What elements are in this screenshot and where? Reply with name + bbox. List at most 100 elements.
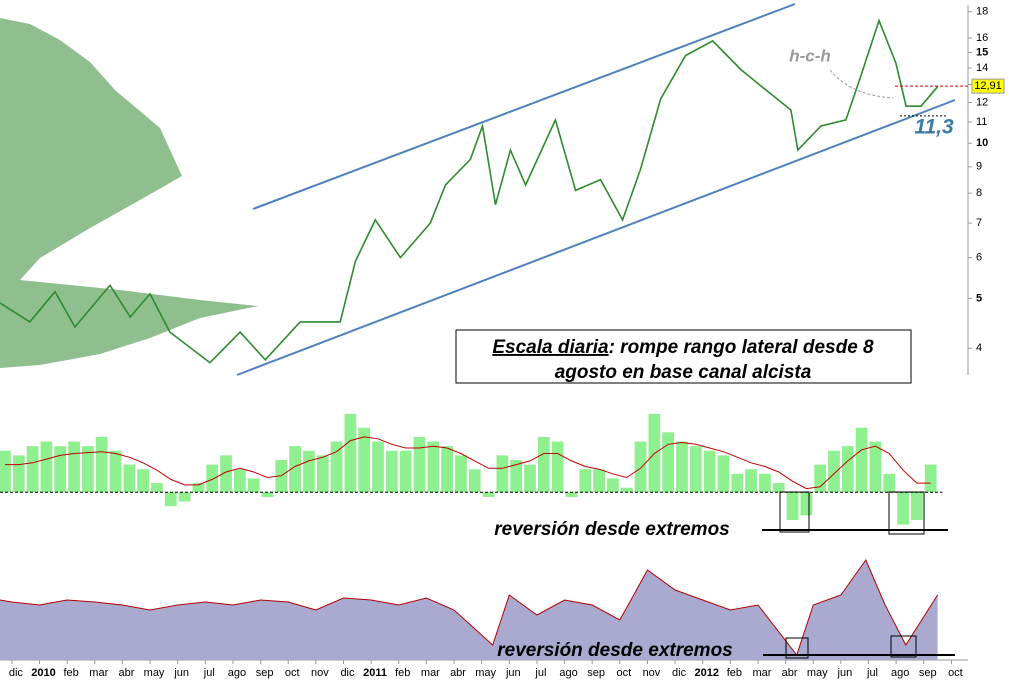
- x-tick-label: sep: [256, 667, 274, 679]
- bar: [551, 441, 564, 493]
- bar: [82, 446, 94, 493]
- channel-lower: [236, 99, 956, 376]
- bar: [689, 446, 702, 493]
- bar: [261, 492, 274, 497]
- bar: [496, 455, 509, 493]
- x-tick-label: 2010: [31, 667, 55, 679]
- bar: [12, 455, 25, 493]
- y-tick-label: 15: [976, 46, 988, 58]
- bar: [358, 427, 371, 493]
- last-price-tag: [971, 78, 1005, 94]
- bar: [703, 450, 716, 493]
- bar: [233, 469, 246, 493]
- x-tick-label: dic: [672, 667, 687, 679]
- x-tick-label: dic: [9, 667, 24, 679]
- bar: [40, 441, 53, 493]
- bar: [164, 492, 177, 507]
- pattern-label: h-c-h: [789, 46, 831, 65]
- pattern-arrow: [829, 69, 894, 99]
- bar: [399, 450, 412, 493]
- x-tick-label: oct: [616, 667, 631, 679]
- x-tick-label: feb: [64, 667, 79, 679]
- highlight-box: [888, 491, 925, 535]
- annotation: reversión desde extremos: [494, 519, 730, 540]
- bar: [634, 441, 647, 493]
- x-tick-label: feb: [727, 667, 742, 679]
- bar: [897, 492, 909, 525]
- x-tick-label: may: [144, 667, 165, 679]
- bar: [800, 492, 813, 516]
- highlight-box: [779, 491, 810, 533]
- bar: [109, 450, 122, 493]
- bar: [731, 473, 744, 493]
- x-tick-label: sep: [587, 667, 605, 679]
- bar: [0, 450, 11, 493]
- bar: [855, 427, 868, 493]
- y-tick-label: 4: [976, 342, 982, 354]
- bar: [54, 446, 67, 493]
- y-tick-label: 8: [976, 187, 982, 199]
- x-tick-label: jun: [173, 667, 189, 679]
- y-tick-label: 16: [976, 32, 988, 44]
- bar: [289, 446, 301, 493]
- bar: [137, 469, 150, 493]
- x-tick-label: abr: [118, 667, 134, 679]
- bar: [565, 492, 578, 497]
- annotation: reversión desde extremos: [497, 640, 733, 661]
- x-tick-label: ago: [228, 667, 246, 679]
- x-tick-label: 2011: [363, 667, 387, 679]
- bar: [372, 441, 384, 493]
- bar: [759, 473, 771, 493]
- bar: [316, 455, 329, 493]
- bar: [220, 455, 232, 493]
- x-tick-label: jun: [837, 667, 853, 679]
- bar: [441, 446, 453, 493]
- bar: [745, 469, 757, 493]
- marks: 456789101112131415161812,9111,3dic2010fe…: [0, 6, 1005, 679]
- bar: [151, 483, 163, 493]
- bar: [911, 492, 923, 520]
- bar: [95, 436, 108, 493]
- bar: [303, 450, 315, 493]
- x-tick-label: abr: [450, 667, 466, 679]
- bar: [247, 478, 260, 493]
- x-tick-label: ago: [891, 667, 909, 679]
- volume-profile: [0, 18, 258, 368]
- x-tick-label: mar: [89, 667, 108, 679]
- x-tick-label: jul: [203, 667, 215, 679]
- x-tick-label: jun: [505, 667, 521, 679]
- area: [0, 560, 938, 660]
- note-line-1: Escala diaria: rompe rango lateral desde…: [492, 337, 874, 358]
- y-tick-label: 12: [976, 96, 988, 108]
- x-tick-label: jul: [866, 667, 878, 679]
- y-tick-label: 14: [976, 62, 988, 74]
- y-tick-label: 10: [976, 137, 988, 149]
- bar: [593, 469, 605, 493]
- bar: [413, 436, 426, 493]
- bar: [620, 487, 633, 493]
- channel-upper: [252, 3, 796, 210]
- x-tick-label: sep: [919, 667, 937, 679]
- bar: [717, 455, 730, 493]
- y-tick-label: 18: [976, 6, 988, 18]
- x-tick-label: ago: [559, 667, 577, 679]
- x-tick-label: may: [475, 667, 496, 679]
- last-price-label: 12,91: [974, 80, 1002, 92]
- y-tick-label: 6: [976, 251, 982, 263]
- area-line: [0, 558, 939, 657]
- bar: [123, 464, 136, 493]
- y-tick-label: 7: [976, 217, 982, 229]
- x-tick-label: mar: [753, 667, 772, 679]
- bar: [385, 450, 398, 493]
- x-tick-label: mar: [421, 667, 440, 679]
- bar: [344, 413, 357, 493]
- price-line: [0, 18, 939, 364]
- bar: [178, 492, 191, 502]
- bar: [330, 441, 343, 493]
- bar: [579, 469, 592, 493]
- bar: [869, 441, 882, 493]
- x-tick-label: nov: [643, 667, 661, 679]
- average-line: [5, 436, 931, 490]
- bar: [676, 441, 688, 493]
